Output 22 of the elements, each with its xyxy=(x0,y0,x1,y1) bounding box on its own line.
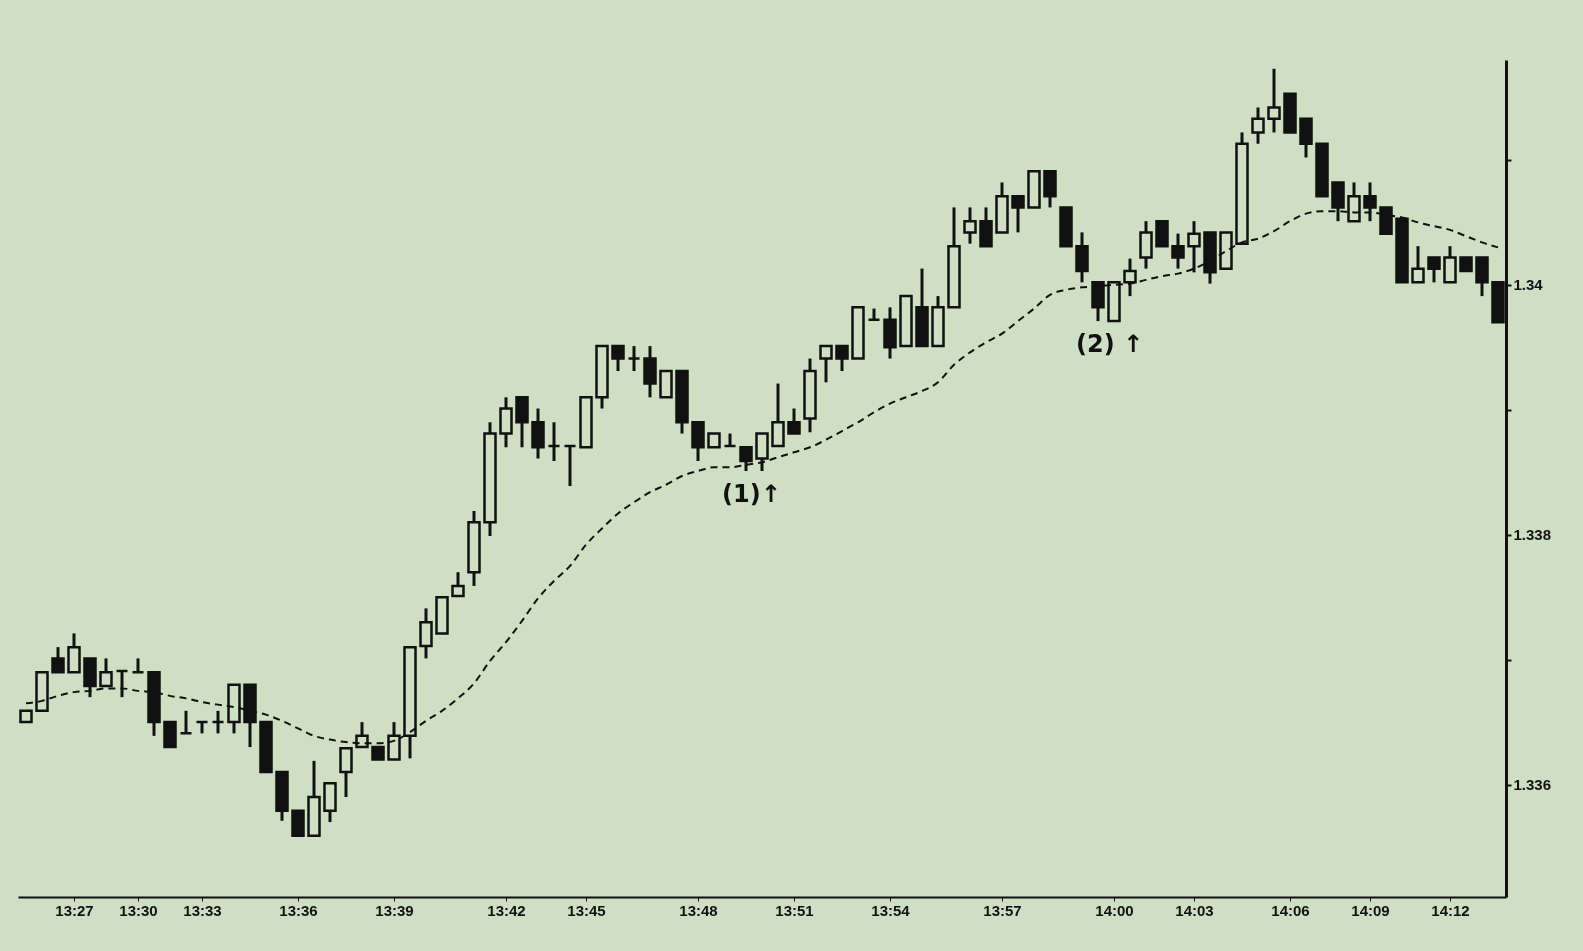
y-tick-label: 1.336 xyxy=(1513,776,1552,794)
x-tick-label: 13:27 xyxy=(55,901,94,919)
candlestick xyxy=(547,422,561,462)
x-tick-label: 13:42 xyxy=(487,901,526,919)
x-tick-label: 13:30 xyxy=(119,901,158,919)
annotation: (1)↑ xyxy=(722,480,781,508)
x-tick-label: 13:48 xyxy=(679,901,718,919)
x-tick-label: 13:33 xyxy=(183,901,222,919)
x-tick-label: 13:51 xyxy=(775,901,814,919)
x-tick-label: 14:12 xyxy=(1431,901,1470,919)
y-tick-label: 1.338 xyxy=(1513,526,1552,544)
x-tick-label: 13:45 xyxy=(567,901,606,919)
x-tick-label: 14:03 xyxy=(1175,901,1214,919)
x-tick-label: 14:06 xyxy=(1271,901,1310,919)
annotation: (2) ↑ xyxy=(1076,330,1144,358)
x-tick-label: 14:00 xyxy=(1095,901,1134,919)
x-tick-label: 14:09 xyxy=(1351,901,1390,919)
x-tick-label: 13:36 xyxy=(279,901,318,919)
x-tick-label: 13:39 xyxy=(375,901,414,919)
x-tick-label: 13:54 xyxy=(871,901,911,919)
y-tick-label: 1.34 xyxy=(1513,276,1544,294)
x-tick-label: 13:57 xyxy=(983,901,1022,919)
